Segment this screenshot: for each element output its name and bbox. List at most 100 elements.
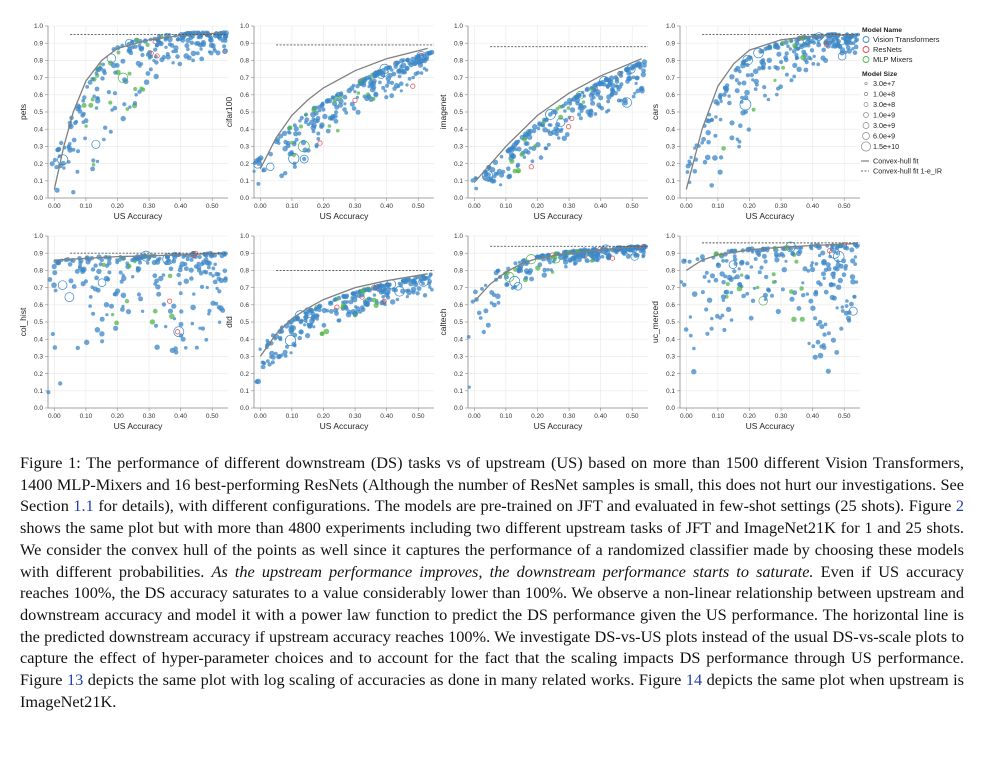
data-point	[190, 50, 197, 57]
legend-label: 3.0e+8	[873, 100, 895, 109]
data-point	[211, 266, 216, 271]
data-point	[351, 83, 356, 88]
x-tick-label: 0.20	[531, 203, 544, 210]
data-point	[334, 311, 339, 316]
y-tick-label: 0.0	[666, 405, 675, 412]
data-point	[214, 271, 220, 277]
data-point	[378, 80, 382, 85]
chart-panel-cifar100: 0.0 0.1 0.2 0.3 0.4 0.5 0.6 0.7 0.8 0.9 1.0 0.00 0.1…	[224, 23, 435, 221]
data-point	[253, 160, 262, 169]
data-point	[171, 61, 175, 65]
data-point	[741, 80, 747, 86]
data-point	[67, 262, 73, 267]
figure-link[interactable]: 2	[955, 496, 964, 516]
data-point	[59, 140, 64, 146]
data-point	[407, 61, 411, 66]
x-tick-label: 0.10	[500, 413, 513, 420]
data-point	[113, 70, 118, 75]
data-point	[748, 315, 754, 321]
data-point	[773, 78, 777, 82]
data-point	[590, 97, 594, 102]
data-point	[516, 146, 522, 152]
data-point	[223, 276, 228, 281]
data-point	[577, 112, 582, 117]
data-point	[312, 325, 316, 329]
data-point	[124, 299, 130, 304]
data-point	[292, 164, 297, 169]
section-link[interactable]: 1.1	[73, 496, 94, 516]
data-point	[775, 308, 781, 315]
data-point	[90, 267, 96, 272]
convex-hull-fit-line	[259, 273, 428, 357]
data-point	[532, 124, 538, 130]
data-point	[835, 262, 841, 268]
data-point	[622, 100, 628, 106]
data-point	[738, 123, 743, 128]
data-point	[856, 243, 860, 248]
data-point	[303, 323, 307, 327]
figure-link[interactable]: 13	[66, 670, 84, 690]
data-point	[148, 67, 153, 72]
y-tick-label: 0.1	[454, 178, 463, 185]
data-point	[381, 298, 387, 304]
y-tick-label: 0.6	[666, 92, 675, 99]
data-point	[495, 293, 501, 299]
data-point	[563, 109, 567, 113]
data-point	[724, 259, 729, 263]
data-point	[322, 113, 328, 120]
data-point	[514, 139, 520, 145]
data-point	[310, 124, 317, 131]
data-point	[215, 286, 219, 291]
y-tick-label: 0.3	[666, 354, 675, 361]
figure-link[interactable]: 14	[685, 670, 703, 690]
data-point	[823, 42, 829, 48]
data-point	[383, 65, 389, 71]
y-axis-label: imagenet	[438, 94, 448, 130]
data-point	[360, 289, 366, 295]
data-point	[131, 275, 135, 279]
data-point	[809, 266, 816, 273]
data-point	[66, 160, 71, 164]
data-point	[427, 281, 432, 286]
data-point	[222, 268, 228, 274]
y-tick-label: 0.6	[454, 92, 463, 99]
data-point	[88, 102, 94, 108]
y-axis-label: col_hist	[18, 307, 28, 336]
y-tick-label: 0.4	[454, 126, 463, 133]
data-point	[190, 321, 195, 326]
data-point	[349, 101, 355, 107]
y-tick-label: 0.4	[666, 336, 675, 343]
data-point	[721, 146, 726, 151]
data-point	[75, 149, 81, 154]
data-point	[171, 49, 175, 54]
data-point	[114, 63, 120, 68]
data-point	[712, 155, 718, 161]
scatter-points	[46, 250, 228, 395]
data-point	[46, 390, 51, 395]
data-point	[125, 309, 132, 315]
data-point	[590, 259, 594, 263]
y-tick-label: 0.2	[34, 371, 43, 378]
x-tick-label: 0.20	[111, 203, 124, 210]
data-point	[801, 293, 806, 298]
data-point	[327, 300, 334, 306]
data-point	[428, 285, 432, 289]
data-point	[842, 244, 848, 250]
data-point	[210, 300, 216, 306]
data-point	[485, 322, 491, 328]
data-point	[585, 86, 591, 92]
data-point	[811, 62, 816, 66]
x-tick-label: 0.50	[626, 413, 639, 420]
data-point	[270, 360, 275, 365]
data-point	[635, 88, 641, 94]
data-point	[92, 94, 96, 98]
data-point	[598, 95, 604, 101]
data-point	[332, 98, 337, 103]
y-tick-label: 0.2	[666, 161, 675, 168]
x-tick-label: 0.10	[500, 203, 513, 210]
data-point	[315, 115, 321, 121]
data-point	[687, 259, 692, 264]
data-point	[707, 279, 711, 283]
x-tick-label: 0.50	[412, 413, 425, 420]
data-point	[265, 359, 270, 363]
